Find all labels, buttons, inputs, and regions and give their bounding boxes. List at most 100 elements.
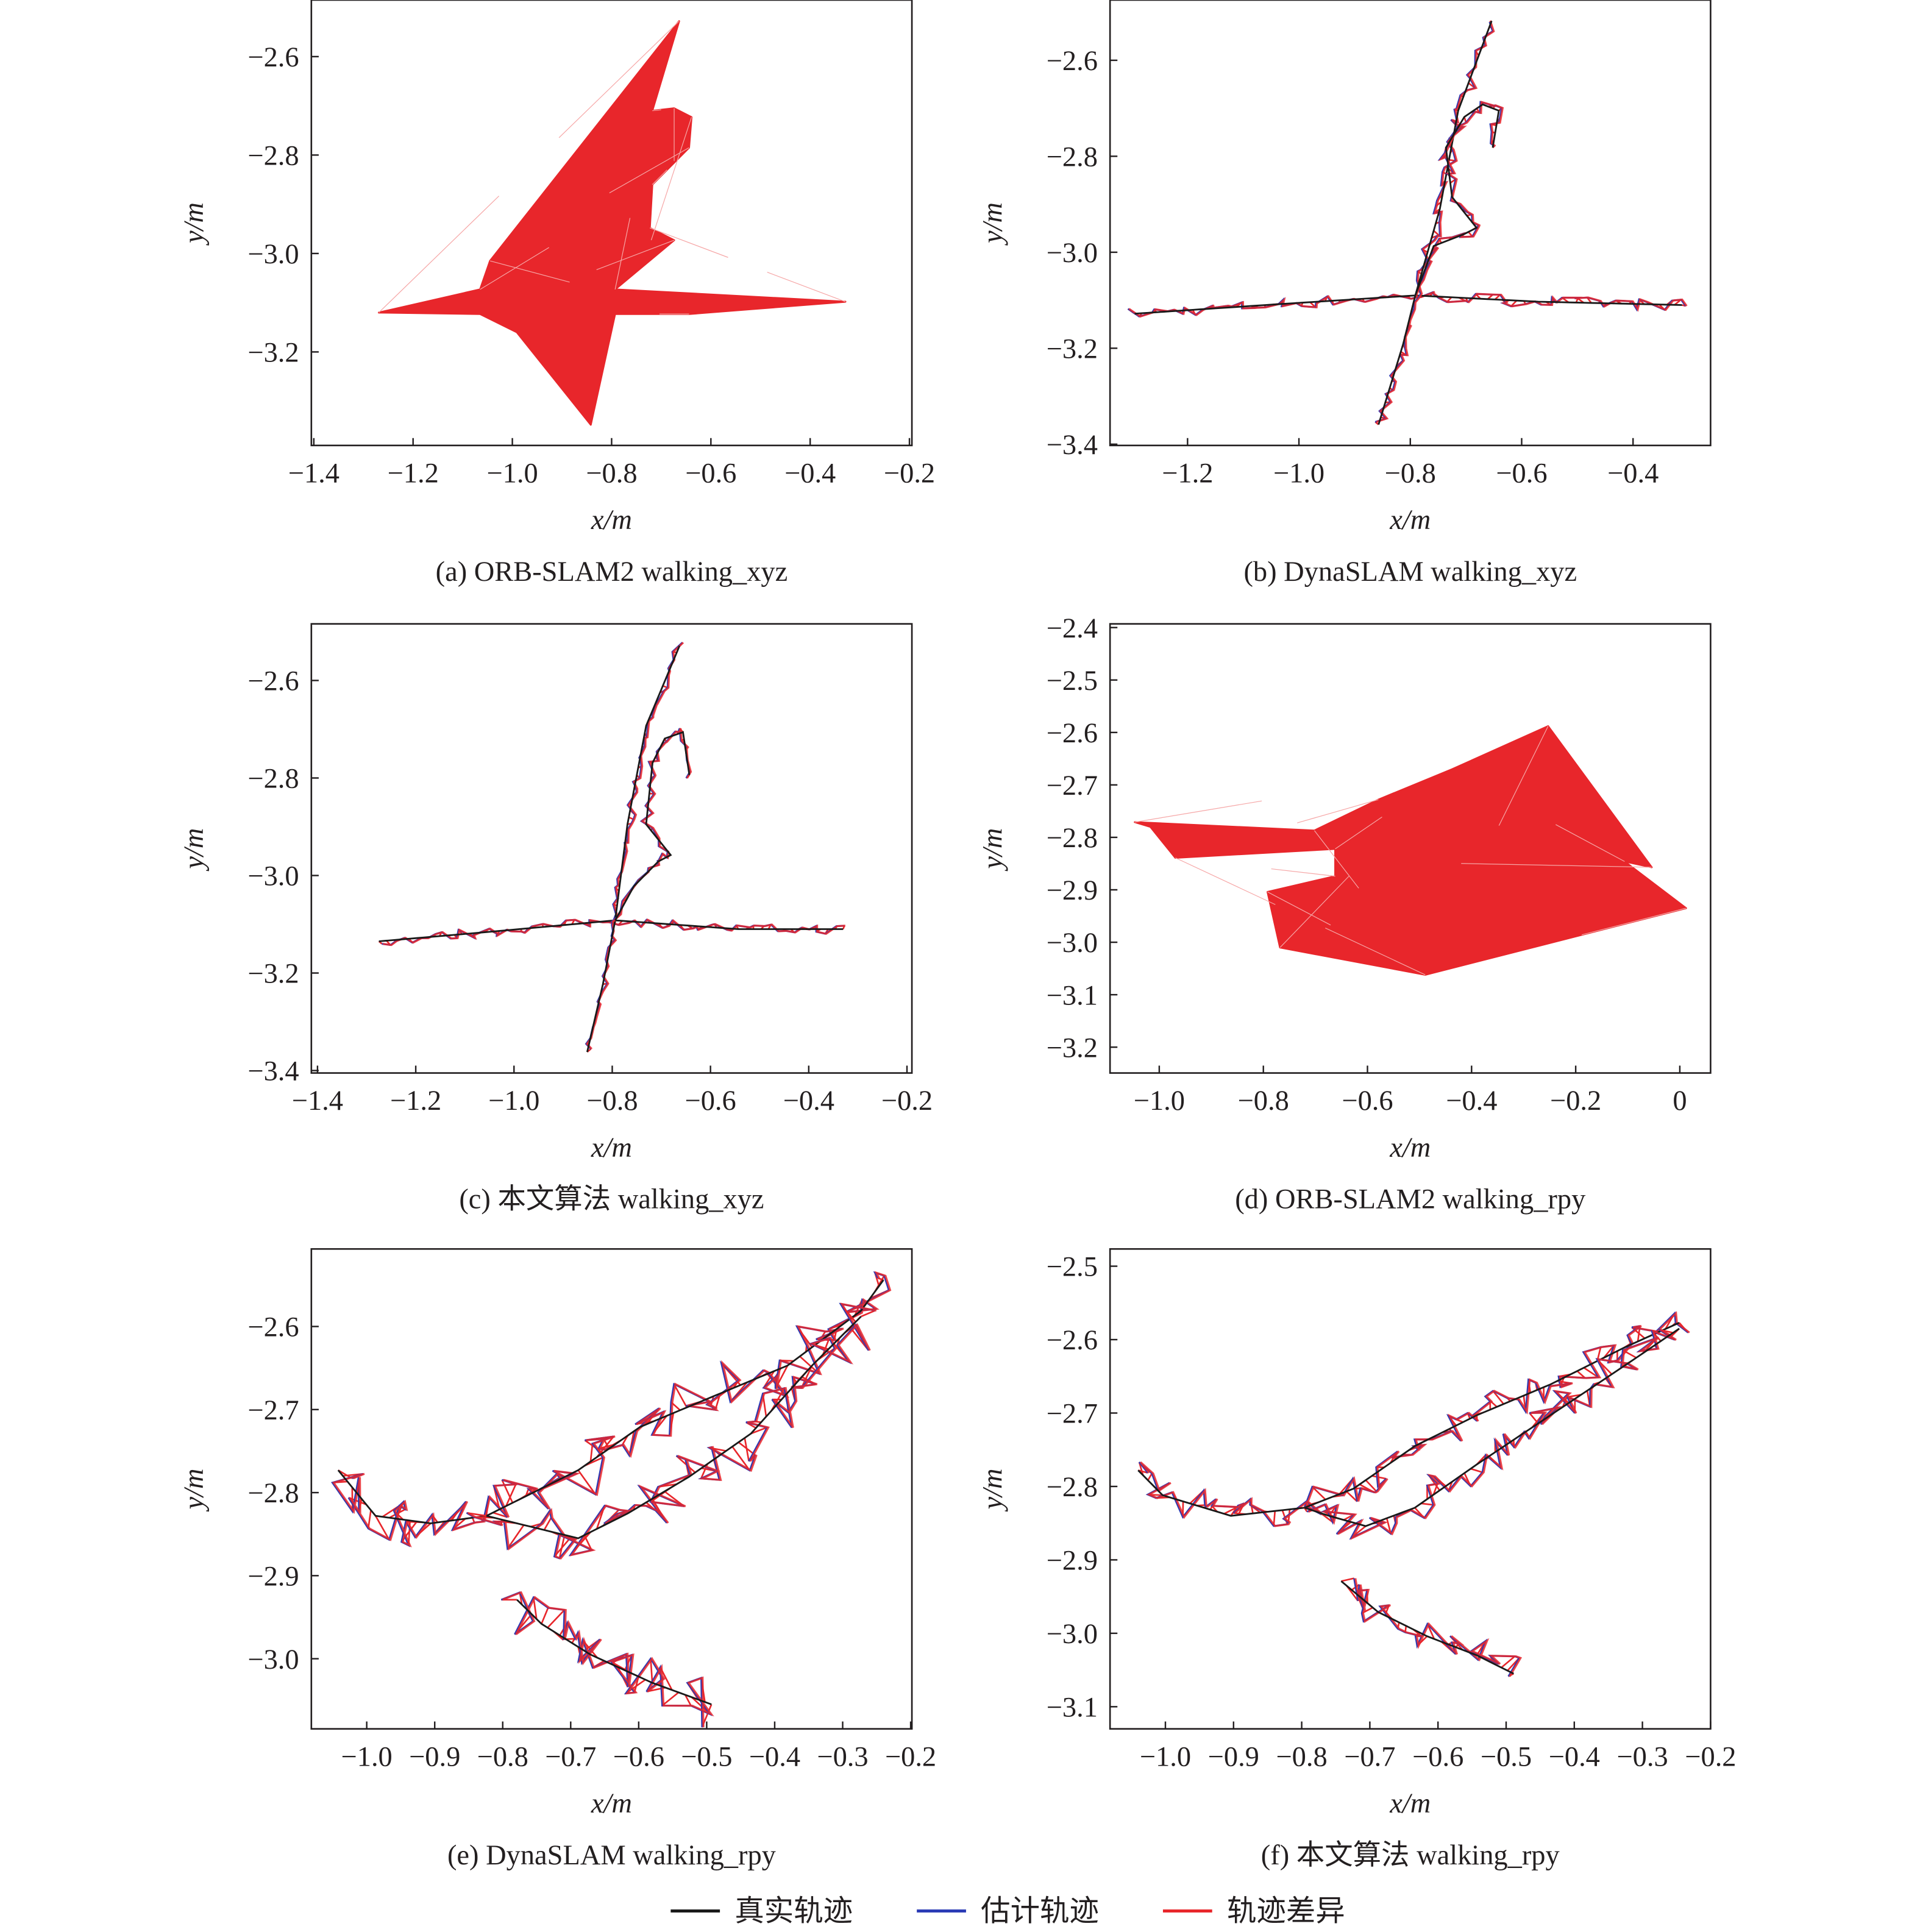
y-axis-label: y/m	[977, 1468, 1008, 1511]
difference-line	[1471, 1469, 1482, 1472]
y-tick-label: −3.1	[1047, 980, 1098, 1011]
panel-caption: (b) DynaSLAM walking_xyz	[1243, 556, 1577, 588]
difference-region	[379, 21, 845, 425]
x-axis-label: x/m	[1389, 505, 1431, 536]
plot-area	[332, 1273, 890, 1727]
y-tick-label: −3.0	[1047, 928, 1098, 959]
x-tick-label: −0.5	[1481, 1741, 1532, 1772]
x-tick-label: −0.4	[1446, 1085, 1497, 1117]
panel-caption: (e) DynaSLAM walking_rpy	[447, 1840, 777, 1871]
y-tick-label: −2.8	[1047, 1472, 1098, 1503]
difference-trace	[612, 728, 691, 922]
x-tick-label: −0.4	[1607, 458, 1659, 489]
panel-a: −1.4−1.2−1.0−0.8−0.6−0.4−0.2−2.6−2.8−3.0…	[179, 0, 935, 588]
x-tick-label: −0.4	[784, 458, 836, 489]
y-tick-label: −2.8	[1047, 823, 1098, 854]
difference-trace	[1417, 102, 1503, 296]
y-tick-label: −2.5	[1047, 666, 1098, 697]
axes-frame	[1110, 0, 1710, 446]
x-tick-label: −1.2	[388, 458, 439, 489]
y-tick-label: −3.0	[247, 239, 299, 270]
estimated-trajectory	[1375, 22, 1493, 422]
difference-line	[1148, 1474, 1151, 1480]
difference-line	[541, 1608, 548, 1624]
x-tick-label: −0.6	[1496, 458, 1547, 489]
difference-streak	[1175, 858, 1275, 904]
panel-b: −1.2−1.0−0.8−0.6−0.4−2.6−2.8−3.0−3.2−3.4…	[977, 0, 1710, 588]
difference-line	[578, 1470, 596, 1494]
panel-caption: (f) 本文算法 walking_rpy	[1261, 1840, 1560, 1871]
y-tick-label: −2.9	[1047, 1546, 1098, 1577]
difference-trace	[334, 1273, 891, 1545]
x-tick-label: −0.8	[1385, 458, 1436, 489]
panel-caption: (d) ORB-SLAM2 walking_rpy	[1235, 1184, 1586, 1215]
y-axis-label: y/m	[179, 202, 210, 246]
y-tick-label: −2.7	[1047, 770, 1098, 801]
difference-line	[1341, 1579, 1354, 1582]
y-tick-label: −3.0	[1047, 1619, 1098, 1650]
x-tick-label: −0.2	[885, 1741, 936, 1772]
plot-area	[1138, 1313, 1689, 1677]
estimated-trajectory	[332, 1273, 889, 1545]
estimated-trajectory	[501, 1593, 709, 1727]
x-tick-label: −0.4	[749, 1741, 800, 1772]
difference-line	[1529, 1413, 1538, 1423]
difference-streak	[1135, 801, 1262, 822]
panel-c: −1.4−1.2−1.0−0.8−0.6−0.4−0.2−2.6−2.8−3.0…	[179, 624, 933, 1215]
x-tick-label: −0.6	[613, 1741, 664, 1772]
y-tick-label: −2.8	[247, 141, 299, 172]
x-tick-label: −1.4	[288, 458, 340, 489]
y-tick-label: −3.2	[1047, 334, 1098, 365]
difference-streak	[1271, 869, 1335, 876]
x-axis-label: x/m	[1389, 1788, 1431, 1819]
panel-caption: (c) 本文算法 walking_xyz	[459, 1184, 764, 1215]
y-axis-label: y/m	[179, 828, 210, 872]
y-tick-label: −3.2	[247, 959, 299, 990]
y-tick-label: −2.8	[247, 1478, 299, 1509]
legend: 真实轨迹 估计轨迹 轨迹差异	[670, 1895, 1345, 1926]
x-tick-label: −0.4	[783, 1085, 834, 1117]
difference-line	[508, 1525, 524, 1549]
x-tick-label: −0.6	[1342, 1085, 1393, 1117]
panel-f: −1.0−0.9−0.8−0.7−0.6−0.5−0.4−0.3−0.2−2.5…	[977, 1249, 1736, 1871]
difference-line	[1421, 1504, 1433, 1505]
difference-trace	[1376, 22, 1494, 422]
legend-label-estimate: 估计轨迹	[981, 1895, 1099, 1926]
axes-frame	[1110, 1249, 1710, 1728]
plot-area	[1135, 726, 1686, 975]
plot-area	[1128, 21, 1687, 424]
x-tick-label: −0.5	[681, 1741, 732, 1772]
x-tick-label: −1.0	[488, 1085, 539, 1117]
difference-trace	[1356, 1579, 1521, 1677]
x-axis-label: x/m	[591, 1788, 632, 1819]
x-tick-label: −0.6	[685, 458, 736, 489]
x-tick-label: −1.0	[1273, 458, 1324, 489]
y-tick-label: −2.5	[1047, 1252, 1098, 1283]
y-tick-label: −2.7	[1047, 1399, 1098, 1430]
estimated-trajectory	[1307, 1330, 1674, 1538]
estimated-trajectory	[586, 642, 683, 1049]
y-tick-label: −3.4	[247, 1056, 299, 1087]
x-axis-label: x/m	[591, 505, 632, 536]
y-tick-label: −2.6	[1047, 1325, 1098, 1356]
x-tick-label: −0.4	[1549, 1741, 1600, 1772]
x-tick-label: −0.6	[1412, 1741, 1463, 1772]
x-axis-label: x/m	[591, 1132, 632, 1163]
x-tick-label: −1.4	[292, 1085, 343, 1117]
x-tick-label: −1.0	[1134, 1085, 1185, 1117]
y-axis-label: y/m	[179, 1468, 210, 1511]
difference-line	[662, 1692, 678, 1706]
y-tick-label: −2.7	[247, 1395, 299, 1426]
x-tick-label: −0.9	[409, 1741, 460, 1772]
x-tick-label: −0.7	[1344, 1741, 1395, 1772]
x-tick-label: −0.2	[881, 1085, 933, 1117]
panel-caption: (a) ORB-SLAM2 walking_xyz	[436, 556, 788, 588]
y-tick-label: −2.8	[247, 764, 299, 795]
x-tick-label: −0.8	[1276, 1741, 1327, 1772]
difference-line	[547, 1610, 564, 1628]
ground-truth-trajectory	[338, 1280, 884, 1523]
x-tick-label: −0.2	[1685, 1741, 1736, 1772]
y-axis-label: y/m	[977, 202, 1008, 246]
